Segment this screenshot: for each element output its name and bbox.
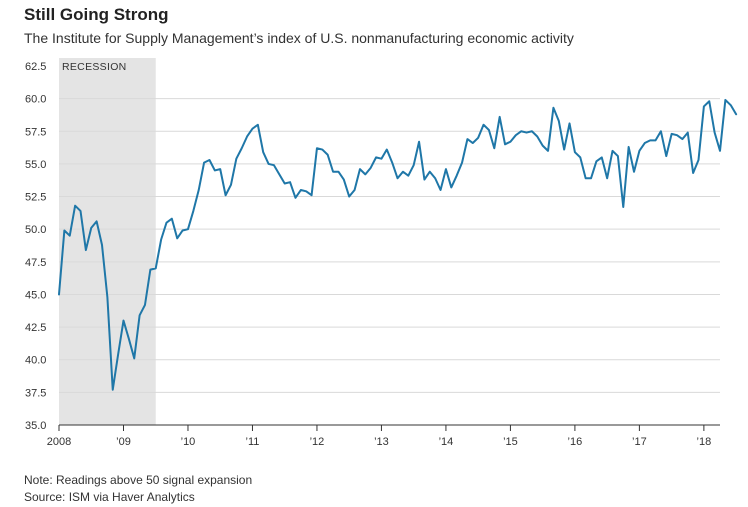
chart-note: Note: Readings above 50 signal expansion bbox=[24, 473, 253, 487]
x-tick-label: ’13 bbox=[374, 436, 389, 448]
x-tick-label: 2008 bbox=[47, 436, 71, 448]
x-tick-label: ’17 bbox=[632, 436, 647, 448]
y-tick-label: 57.5 bbox=[25, 126, 46, 138]
y-tick-label: 47.5 bbox=[25, 257, 46, 269]
y-tick-label: 42.5 bbox=[25, 322, 46, 334]
y-tick-label: 37.5 bbox=[25, 387, 46, 399]
y-tick-label: 45.0 bbox=[25, 289, 46, 301]
y-tick-label: 50.0 bbox=[25, 224, 46, 236]
x-tick-label: ’11 bbox=[246, 436, 260, 448]
x-tick-label: ’14 bbox=[439, 436, 454, 448]
ism-line-chart: RECESSION 62.5 60.0 57.5 55.0 52.5 50.0 47.5 45… bbox=[25, 58, 738, 448]
y-tick-label: 40.0 bbox=[25, 355, 46, 367]
y-tick-label: 62.5 bbox=[25, 61, 46, 73]
y-tick-label: 60.0 bbox=[25, 94, 46, 106]
chart-source: Source: ISM via Haver Analytics bbox=[24, 490, 195, 504]
series-line-0 bbox=[58, 98, 738, 391]
chart-subtitle: The Institute for Supply Management’s in… bbox=[24, 30, 574, 46]
chart-title: Still Going Strong bbox=[24, 5, 169, 24]
x-tick-label: ’12 bbox=[310, 436, 325, 448]
recession-label: RECESSION bbox=[62, 61, 127, 73]
x-tick-label: ’09 bbox=[116, 436, 131, 448]
x-tick-label: ’18 bbox=[697, 436, 712, 448]
x-tick-label: ’16 bbox=[568, 436, 583, 448]
x-tick-label: ’15 bbox=[503, 436, 518, 448]
x-tick-label: ’10 bbox=[181, 436, 196, 448]
y-tick-label: 55.0 bbox=[25, 159, 46, 171]
y-tick-label: 52.5 bbox=[25, 192, 46, 204]
recession-band bbox=[59, 58, 156, 425]
y-tick-label: 35.0 bbox=[25, 420, 46, 432]
